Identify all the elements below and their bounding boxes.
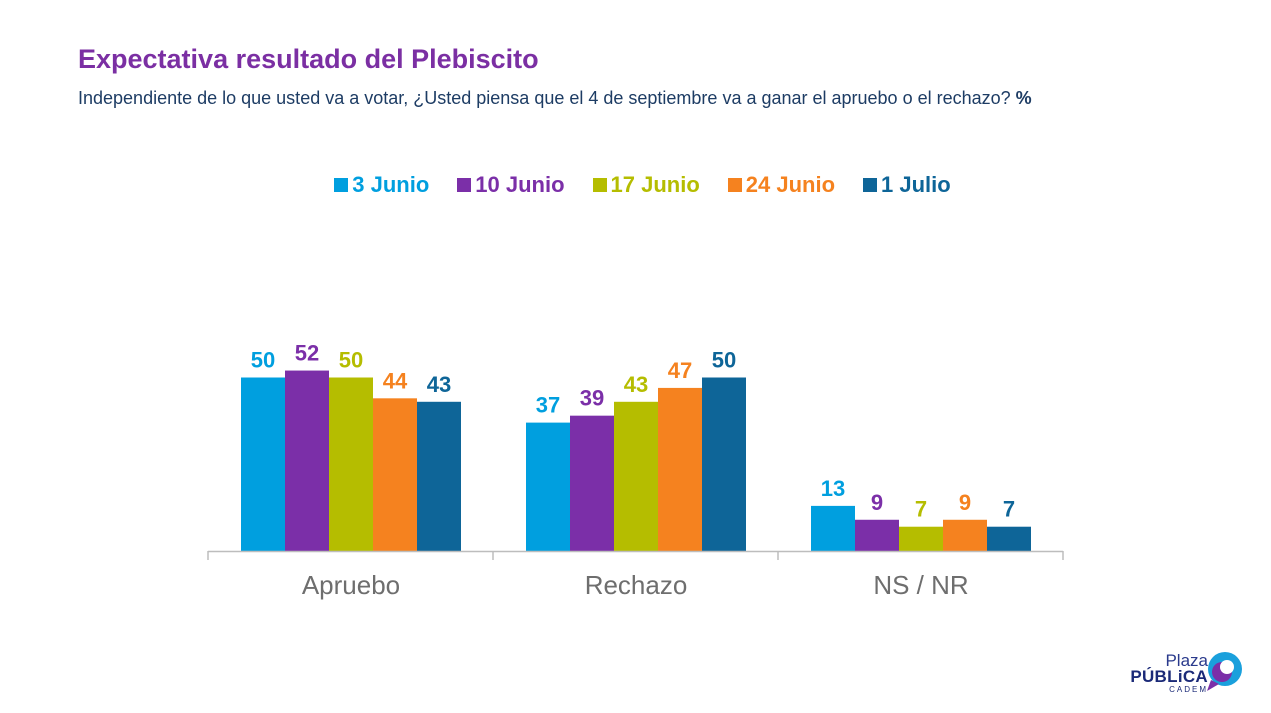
chart-subtitle: Independiente de lo que usted va a votar… (78, 88, 1032, 109)
bar (943, 519, 987, 551)
bar (329, 377, 373, 551)
chart-title: Expectativa resultado del Plebiscito (78, 44, 539, 74)
legend-item: 17 Junio (592, 172, 700, 198)
bar (855, 519, 899, 551)
legend-swatch (863, 178, 878, 192)
bar (570, 415, 614, 551)
subtitle-unit: % (1015, 88, 1032, 108)
data-label: 50 (251, 348, 275, 373)
data-label: 9 (959, 490, 971, 515)
legend-label: 3 Junio (352, 172, 430, 197)
data-label: 47 (668, 358, 692, 383)
legend-item: 3 Junio (334, 172, 429, 198)
bar-group: 37 39 43 47 50 (526, 348, 746, 551)
bar (987, 526, 1031, 551)
legend-item: 10 Junio (457, 172, 565, 198)
legend-swatch (334, 178, 349, 192)
logo-text-publica: PÚBLiCA (1130, 667, 1208, 686)
bar (526, 422, 570, 551)
legend-label: 1 Julio (881, 172, 951, 197)
bar-group: 13 9 7 9 7 (811, 476, 1031, 551)
data-label: 44 (383, 368, 408, 393)
legend-swatch (457, 178, 472, 192)
bar (241, 377, 285, 551)
legend-label: 17 Junio (610, 172, 700, 197)
bar (614, 401, 658, 551)
bar (899, 526, 943, 551)
legend-item: 1 Julio (863, 172, 951, 198)
data-label: 37 (536, 393, 560, 418)
data-label: 7 (1003, 497, 1015, 522)
data-label: 7 (915, 497, 927, 522)
data-label: 43 (427, 372, 451, 397)
plaza-publica-logo: Plaza PÚBLiCA CADEM (1120, 648, 1250, 698)
legend-swatch (727, 178, 742, 192)
legend-label: 24 Junio (745, 172, 836, 197)
logo-text-plaza: Plaza (1165, 651, 1208, 670)
data-label: 50 (712, 348, 736, 373)
bar (285, 370, 329, 551)
legend-item: 24 Junio (727, 172, 836, 198)
legend-swatch (592, 178, 607, 192)
logo-text-cadem: CADEM (1169, 685, 1208, 694)
data-label: 13 (821, 476, 845, 501)
data-label: 43 (624, 372, 648, 397)
legend-label: 10 Junio (475, 172, 565, 197)
category-label: NS / NR (873, 570, 968, 600)
bar-group: 50 52 50 44 43 (241, 341, 461, 551)
data-label: 50 (339, 348, 363, 373)
bar (811, 505, 855, 551)
bar (373, 398, 417, 551)
data-label: 9 (871, 490, 883, 515)
category-label: Rechazo (585, 570, 688, 600)
bar (417, 401, 461, 551)
data-label: 39 (580, 386, 604, 411)
category-label: Apruebo (302, 570, 400, 600)
subtitle-text: Independiente de lo que usted va a votar… (78, 88, 1011, 108)
speech-bubble-icon (1207, 652, 1242, 691)
bar (658, 387, 702, 551)
chart-legend: 3 Junio 10 Junio 17 Junio 24 Junio 1 Julio (7, 172, 1271, 198)
data-label: 52 (295, 341, 319, 366)
bar (702, 377, 746, 551)
